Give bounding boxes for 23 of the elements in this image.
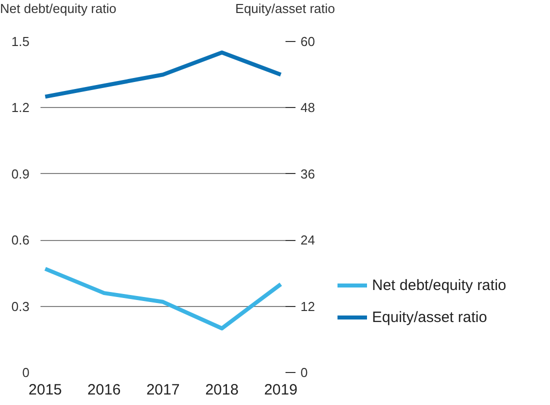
y-tick-label: 1.5 — [11, 34, 30, 49]
y2-axis-title: Equity/asset ratio — [235, 0, 335, 18]
y2-tick-label: 36 — [300, 166, 315, 182]
y-tick-label: 0.3 — [11, 298, 30, 314]
x-tick-label: 2017 — [146, 382, 180, 398]
x-tick-label: 2015 — [28, 382, 62, 398]
y2-tick-label: 12 — [300, 298, 315, 314]
y-axis-title: Net debt/equity ratio — [0, 0, 116, 18]
line-series — [43, 266, 283, 330]
x-tick-label: 2019 — [264, 382, 298, 398]
legend-label: Net debt/equity ratio — [372, 276, 506, 294]
y-tick-label: 0.9 — [11, 166, 30, 182]
y2-tick-label: 60 — [300, 34, 315, 49]
y2-tick-label: 48 — [300, 100, 315, 116]
y-tick-label: 0 — [22, 365, 30, 380]
legend-label: Equity/asset ratio — [372, 308, 488, 326]
y2-tick-label: 0 — [300, 365, 308, 380]
y-tick-label: 1.2 — [11, 100, 30, 116]
x-tick-label: 2016 — [87, 382, 121, 398]
x-tick-label: 2018 — [205, 382, 239, 398]
y2-tick-label: 24 — [300, 232, 315, 248]
line-series — [43, 50, 283, 99]
y-tick-label: 0.6 — [11, 232, 30, 248]
